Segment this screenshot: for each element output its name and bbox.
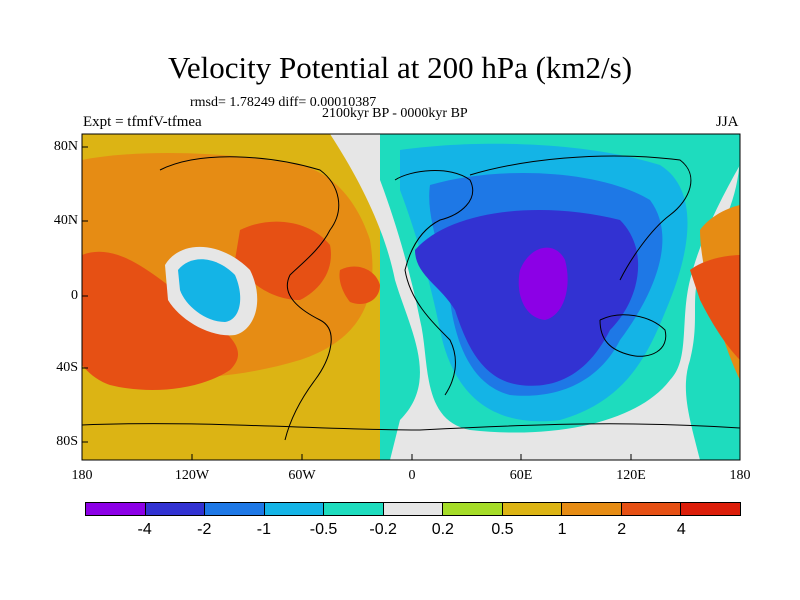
season-label: JJA — [716, 114, 739, 130]
lat-label-40s: 40S — [56, 360, 78, 375]
colorbar-box — [562, 503, 622, 515]
colorbar-box — [681, 503, 741, 515]
colorbar-label: -4 — [137, 521, 152, 538]
coastline-asia — [469, 155, 692, 281]
coastline-africa-europe — [394, 170, 474, 396]
colorbar-label: 4 — [676, 521, 686, 538]
colorbar-label: 0.2 — [431, 521, 454, 538]
period-label: 2100kyr BP - 0000kyr BP — [322, 106, 468, 121]
field-blue-eddy — [178, 259, 241, 322]
field-purple-core — [518, 247, 568, 320]
lon-label-60w: 60W — [288, 468, 316, 483]
colorbar-box — [145, 503, 206, 515]
lon-label-180w: 180 — [71, 468, 93, 483]
colorbar-box — [205, 503, 265, 515]
colorbar-label: -0.5 — [309, 521, 338, 538]
lat-label-80s: 80S — [56, 434, 78, 449]
field-red-caribbean — [235, 221, 331, 300]
colorbar-box — [383, 503, 444, 515]
coastline-antarctica — [82, 423, 740, 431]
lon-label-120e: 120E — [616, 468, 646, 483]
lon-label-0: 0 — [408, 468, 416, 483]
colorbar-label: -2 — [197, 521, 212, 538]
coastline-americas — [159, 156, 340, 441]
coastlines — [82, 155, 740, 441]
colorbar-label: 2 — [617, 521, 627, 538]
field-red-west — [82, 251, 239, 390]
lon-label-120w: 120W — [174, 468, 210, 483]
map-title: Velocity Potential at 200 hPa (km2/s) — [167, 50, 633, 85]
colorbar-box — [86, 503, 146, 515]
colorbar-box — [324, 503, 384, 515]
colorbar — [85, 502, 741, 516]
lon-label-60e: 60E — [509, 468, 533, 483]
colorbar-box — [502, 503, 563, 515]
lon-label-180e: 180 — [729, 468, 751, 483]
axis-ticks — [82, 146, 632, 460]
rmsd-diff-stats: rmsd= 1.78249 diff= 0.00010387 — [190, 95, 377, 110]
colorbar-box — [443, 503, 503, 515]
field-layer — [82, 134, 740, 460]
colorbar-box — [264, 503, 325, 515]
lat-label-0: 0 — [71, 288, 78, 303]
colorbar-label: -1 — [256, 521, 272, 538]
colorbar-label: 1 — [557, 521, 567, 538]
lat-label-80n: 80N — [53, 139, 78, 154]
field-red-east — [690, 255, 740, 360]
map-frame — [81, 133, 741, 461]
colorbar-label: -0.2 — [369, 521, 397, 538]
field-red-atlantic — [339, 266, 380, 305]
colorbar-label: 0.5 — [491, 521, 514, 538]
colorbar-box — [621, 503, 682, 515]
coastline-australia — [599, 314, 667, 357]
experiment-label: Expt = tfmfV-tfmea — [83, 114, 202, 130]
lat-label-40n: 40N — [53, 213, 78, 228]
